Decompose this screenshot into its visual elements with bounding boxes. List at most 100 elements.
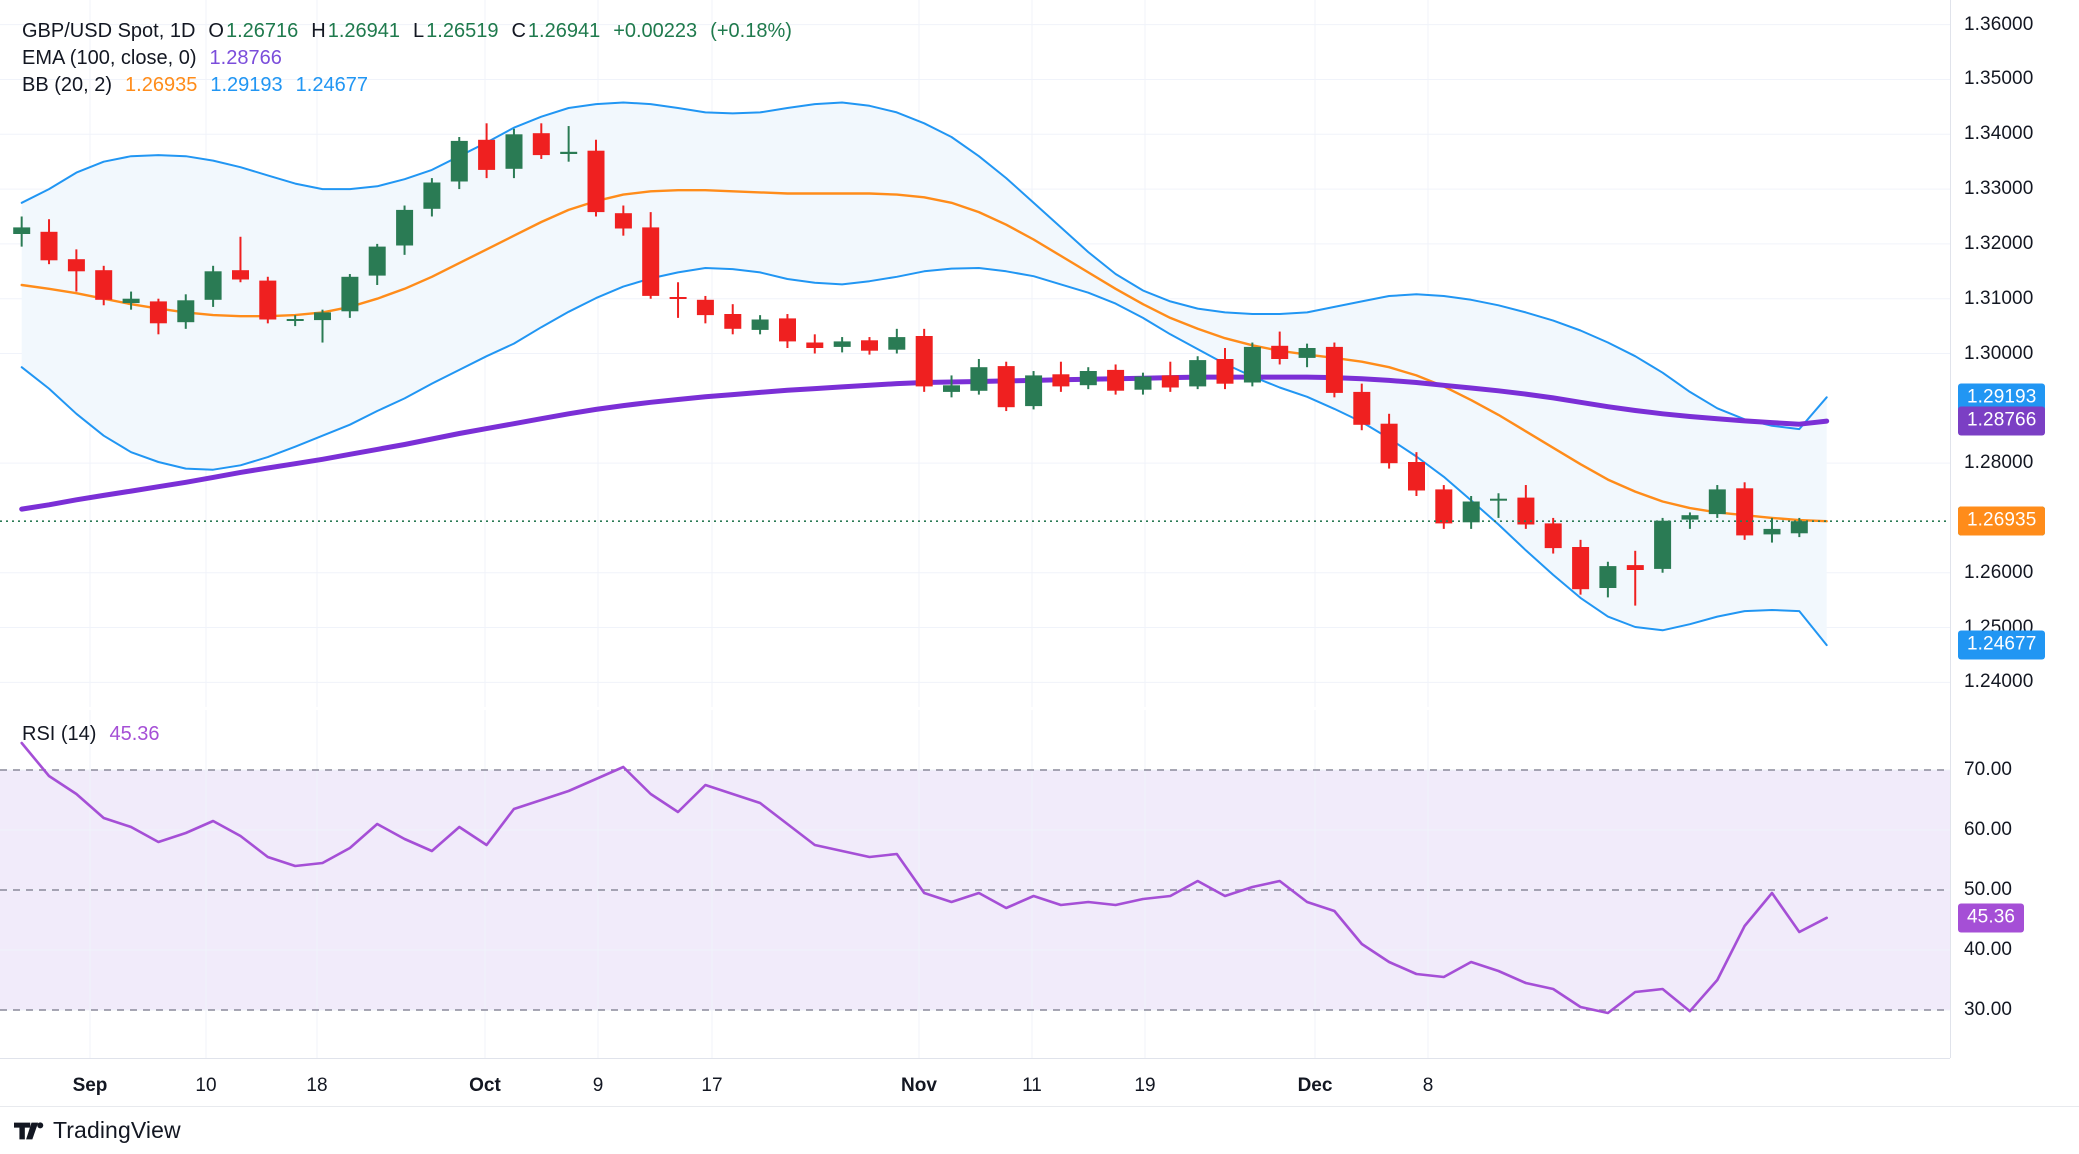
candle-body (450, 140, 468, 182)
candle-body (587, 150, 605, 213)
price-axis[interactable]: 1.36000 1.35000 1.34000 1.33000 1.32000 1.310… (1950, 0, 2079, 707)
candle-body (232, 270, 249, 280)
bb-lower-line (20, 267, 1828, 647)
rsi-value-badge[interactable]: 45.36 (1958, 903, 2025, 933)
price-axis-tick: 1.26000 (1964, 561, 2034, 583)
time-axis[interactable]: Sep 10 18 Oct 9 17 Nov 11 19 Dec 8 (0, 1058, 1950, 1106)
price-axis-tick: 1.30000 (1964, 342, 2034, 364)
candle-body (1408, 462, 1425, 491)
candle-body (997, 366, 1015, 408)
rsi-pane[interactable] (0, 710, 1950, 1058)
time-axis-label: Nov (901, 1075, 937, 1096)
candle-body (1216, 359, 1234, 384)
candle-body (40, 231, 58, 261)
candle-body (122, 298, 140, 304)
rsi-plot[interactable] (0, 710, 1950, 1058)
candle-body (1052, 374, 1070, 387)
candle-body (1025, 375, 1043, 407)
candle-body (1325, 346, 1343, 393)
candle-body (1654, 520, 1672, 569)
candle-body (149, 301, 167, 324)
price-axis-tick: 1.34000 (1964, 123, 2034, 145)
candle-body (751, 319, 769, 330)
candle-body (943, 385, 960, 392)
candle-body (696, 299, 714, 316)
candle-body (1790, 521, 1808, 534)
candle-body (1517, 497, 1535, 525)
candle-body (1380, 423, 1398, 464)
candle-body (1134, 376, 1152, 390)
candle-body (1626, 565, 1644, 570)
candle-body (259, 280, 277, 320)
candle-body (95, 270, 113, 300)
candle-body (1107, 369, 1125, 391)
candle-body (1271, 345, 1289, 359)
rsi-axis-tick: 70.00 (1964, 759, 2013, 780)
candle-body (204, 271, 222, 300)
bb-lower-badge[interactable]: 1.24677 (1958, 630, 2046, 660)
time-axis-label: 18 (306, 1075, 328, 1096)
price-axis-tick: 1.35000 (1964, 68, 2034, 90)
candle-body (341, 276, 359, 312)
candle-body (423, 182, 441, 209)
candle-body (505, 134, 523, 169)
candle-body (177, 300, 195, 323)
bottom-bar: TradingView (0, 1106, 2079, 1154)
rsi-line (20, 741, 1828, 1015)
rsi-axis-tick: 50.00 (1964, 879, 2013, 900)
price-axis-tick: 1.33000 (1964, 178, 2034, 200)
candle-body (888, 337, 906, 350)
candle-body (1572, 547, 1590, 590)
candle-body (478, 139, 496, 170)
rsi-axis[interactable]: 70.00 60.00 50.00 40.00 30.00 45.36 (1950, 710, 2079, 1058)
price-plot[interactable] (0, 0, 1950, 707)
ema-badge[interactable]: 1.28766 (1958, 406, 2046, 436)
time-axis-label: Sep (72, 1075, 108, 1096)
candle-body (1681, 515, 1699, 520)
candle-body (396, 209, 414, 246)
tradingview-mark-icon (14, 1121, 44, 1139)
time-axis-label: Dec (1297, 1075, 1333, 1096)
candle-body (314, 312, 331, 321)
rsi-axis-tick: 30.00 (1964, 999, 2013, 1020)
price-pane[interactable] (0, 0, 1950, 707)
candle-body (67, 259, 85, 272)
candle-body (669, 297, 687, 299)
time-axis-label: 9 (592, 1075, 604, 1096)
time-axis-label: 19 (1134, 1075, 1156, 1096)
tradingview-logo[interactable]: TradingView (14, 1117, 181, 1144)
candle-body (970, 367, 988, 391)
candle-body (1462, 501, 1480, 523)
candle-body (1490, 498, 1507, 501)
bb-basis-badge[interactable]: 1.26935 (1958, 506, 2046, 536)
candle-body (614, 213, 632, 229)
axis-divider (1950, 0, 1951, 1058)
time-axis-label: 17 (701, 1075, 723, 1096)
candle-body (1544, 523, 1562, 549)
candle-body (1079, 371, 1097, 386)
bb-upper-line (20, 101, 1828, 431)
candle-body (642, 227, 660, 296)
time-axis-label: 10 (195, 1075, 217, 1096)
time-axis-label: 11 (1022, 1075, 1042, 1096)
candle-body (915, 336, 933, 387)
time-axis-label: 8 (1422, 1075, 1434, 1096)
candle-body (833, 341, 851, 347)
candle-body (1243, 346, 1261, 383)
candle-body (724, 314, 742, 329)
candle-body (1736, 488, 1754, 536)
candle-body (1599, 566, 1617, 588)
price-axis-tick: 1.24000 (1964, 671, 2034, 693)
candle-body (1189, 360, 1207, 387)
rsi-axis-tick: 60.00 (1964, 819, 2013, 840)
candle-body (1353, 391, 1371, 425)
candle-body (779, 318, 796, 342)
time-axis-label: Oct (469, 1075, 501, 1096)
candle-body (1161, 375, 1179, 388)
price-axis-tick: 1.31000 (1964, 287, 2034, 309)
price-axis-tick: 1.36000 (1964, 13, 2034, 35)
candle-body (1435, 489, 1453, 524)
candle-body (806, 342, 824, 348)
candle-body (560, 151, 578, 154)
